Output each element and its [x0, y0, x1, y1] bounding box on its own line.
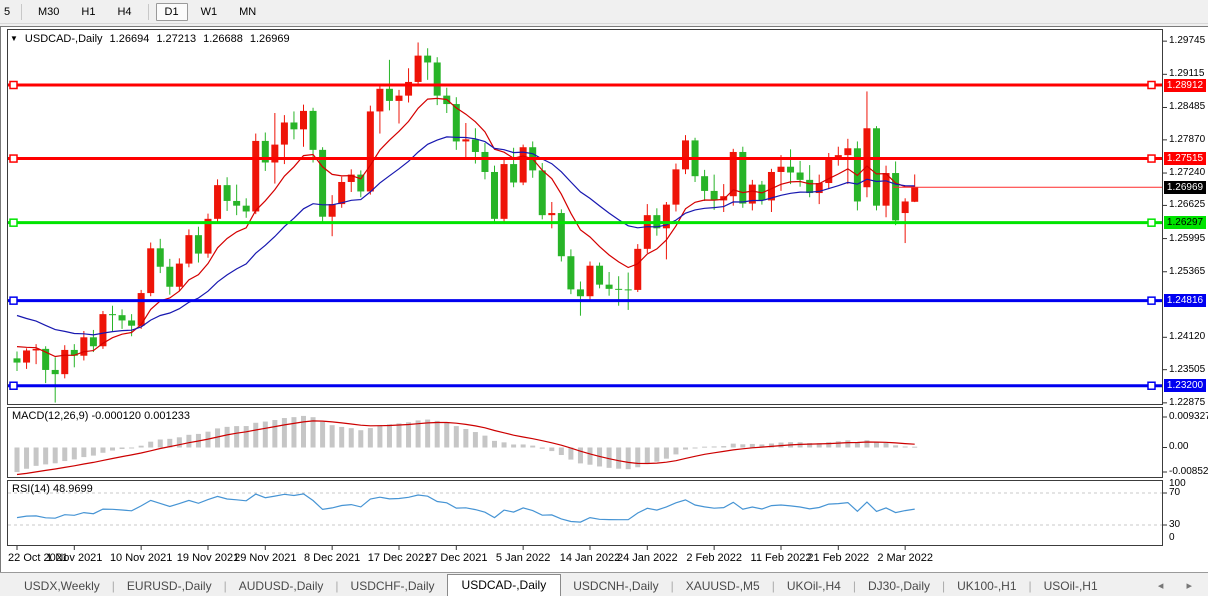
tab-uk100-h1[interactable]: UK100-,H1 [957, 579, 1017, 593]
chart-symbol-title: USDCAD-,Daily [24, 33, 103, 45]
date-label: 29 Nov 2021 [234, 552, 297, 564]
date-label: 24 Jan 2022 [617, 552, 678, 564]
price-tick-label: 1.28485 [1169, 101, 1206, 113]
price-badge-1.24816: 1.24816 [1164, 294, 1206, 308]
price-axis[interactable] [1163, 30, 1208, 545]
macd-label: MACD(12,26,9) -0.000120 0.001233 [12, 410, 190, 422]
rsi-axis-70: 70 [1169, 487, 1181, 498]
tab-usdx-weekly[interactable]: USDX,Weekly [24, 579, 100, 593]
macd-axis-max: 0.009327 [1169, 411, 1208, 422]
timeframe-button-w1[interactable]: W1 [200, 5, 218, 18]
timeframe-button-mn[interactable]: MN [239, 5, 257, 18]
macd-axis-min: -0.008522 [1169, 466, 1208, 477]
date-axis[interactable] [8, 546, 1162, 571]
date-label: 1 Nov 2021 [46, 552, 103, 564]
tab-usdcnh-daily[interactable]: USDCNH-,Daily [573, 579, 659, 593]
tab-scroll-arrows[interactable]: ◂ ▸ [1157, 580, 1202, 592]
ohlc-open: 1.26694 [109, 33, 150, 45]
tab-eurusd-daily[interactable]: EURUSD-,Daily [126, 579, 212, 593]
tab-dj30-daily[interactable]: DJ30-,Daily [867, 579, 930, 593]
date-label: 2 Mar 2022 [877, 552, 933, 564]
tab-separator: | [670, 579, 674, 593]
tab-xauusd-m5[interactable]: XAUUSD-,M5 [685, 579, 760, 593]
tab-usdcad-daily[interactable]: USDCAD-,Daily [446, 574, 562, 596]
ohlc-high: 1.27213 [156, 33, 197, 45]
timeframe-button-partial[interactable]: 5 [4, 5, 11, 18]
current-price-badge: 1.26969 [1164, 180, 1206, 194]
chart-window[interactable] [0, 26, 1208, 572]
tab-separator: | [942, 579, 946, 593]
ohlc-close: 1.26969 [249, 33, 290, 45]
price-tick-label: 1.26625 [1169, 199, 1206, 211]
macd-axis-zero: 0.00 [1169, 441, 1189, 452]
date-label: 21 Feb 2022 [807, 552, 870, 564]
price-tick-label: 1.23505 [1169, 363, 1206, 375]
tab-audusd-daily[interactable]: AUDUSD-,Daily [238, 579, 324, 593]
price-badge-1.28912: 1.28912 [1164, 78, 1206, 92]
price-tick-label: 1.25365 [1169, 265, 1206, 277]
timeframe-button-m30[interactable]: M30 [38, 5, 60, 18]
tab-separator: | [335, 579, 339, 593]
date-label: 22 Oct 2021 [8, 552, 68, 564]
date-label: 19 Nov 2021 [176, 552, 240, 564]
tab-separator: | [1028, 579, 1032, 593]
price-tick-label: 1.29745 [1169, 35, 1206, 47]
timeframe-toolbar: 5 M30 H1 H4 D1 W1 MN [0, 0, 1208, 24]
rsi-axis-0: 0 [1169, 532, 1175, 543]
price-badge-1.26297: 1.26297 [1164, 216, 1206, 230]
date-label: 10 Nov 2021 [109, 552, 173, 564]
date-label: 8 Dec 2021 [304, 552, 361, 564]
date-label: 14 Jan 2022 [559, 552, 621, 564]
tab-usdchf-daily[interactable]: USDCHF-,Daily [350, 579, 435, 593]
tab-separator: | [771, 579, 775, 593]
date-label: 27 Dec 2021 [425, 552, 488, 564]
rsi-label: RSI(14) 48.9699 [12, 483, 93, 495]
date-label: 17 Dec 2021 [367, 552, 431, 564]
ohlc-low: 1.26688 [203, 33, 243, 45]
timeframe-button-h1[interactable]: H1 [81, 5, 96, 18]
price-badge-1.27515: 1.27515 [1164, 152, 1206, 166]
rsi-axis-100: 100 [1169, 478, 1186, 489]
price-tick-label: 1.25995 [1169, 232, 1206, 244]
tab-ukoil-h4[interactable]: UKOil-,H4 [786, 579, 841, 593]
tab-separator: | [852, 579, 856, 593]
instrument-tabbar: USDX,Weekly | EURUSD-,Daily | AUDUSD-,Daily |… [0, 572, 1208, 596]
toolbar-separator [21, 3, 22, 20]
rsi-axis-30: 30 [1169, 519, 1181, 530]
tab-usoil-h1[interactable]: USOil-,H1 [1043, 579, 1098, 593]
timeframe-button-d1[interactable]: D1 [155, 2, 188, 21]
price-tick-label: 1.22875 [1169, 396, 1206, 408]
price-tick-label: 1.27240 [1169, 167, 1206, 179]
chart-title-row: ▼ USDCAD-,Daily 1.26694 1.27213 1.26688 … [10, 33, 290, 45]
tab-separator: | [111, 579, 115, 593]
price-tick-label: 1.27870 [1169, 133, 1206, 145]
timeframe-button-h4[interactable]: H4 [117, 5, 132, 18]
date-label: 11 Feb 2022 [750, 552, 812, 564]
date-label: 5 Jan 2022 [495, 552, 551, 564]
price-tick-label: 1.24120 [1169, 331, 1206, 343]
chevron-down-icon[interactable]: ▼ [10, 33, 18, 43]
price-tick-label: 1.29115 [1169, 68, 1205, 80]
tab-separator: | [223, 579, 227, 593]
toolbar-separator [147, 3, 149, 20]
price-badge-1.23200: 1.23200 [1164, 379, 1206, 393]
date-label: 2 Feb 2022 [686, 552, 742, 564]
